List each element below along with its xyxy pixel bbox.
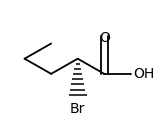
Text: OH: OH [134, 67, 155, 81]
Text: O: O [99, 31, 110, 45]
Text: Br: Br [70, 102, 85, 116]
